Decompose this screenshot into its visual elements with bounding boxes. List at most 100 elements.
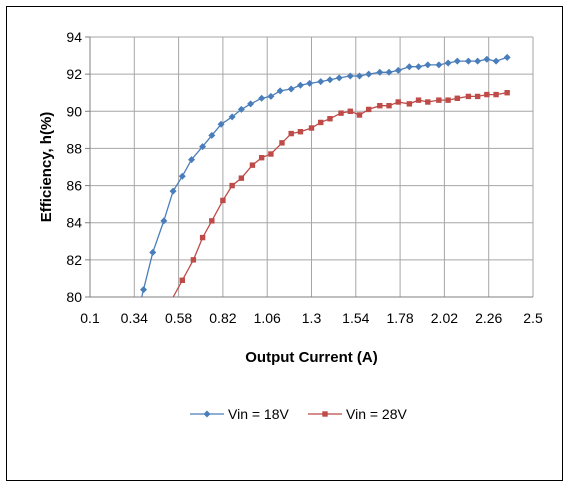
y-tick-label: 92 <box>66 66 82 82</box>
axes <box>85 36 533 298</box>
legend-label: Vin = 18V <box>228 406 290 422</box>
data-point <box>237 105 245 113</box>
x-tick-label: 2.26 <box>475 310 502 326</box>
data-point <box>424 61 432 69</box>
data-point <box>493 91 499 98</box>
data-point <box>249 162 256 168</box>
data-point <box>394 66 402 74</box>
y-tick-label: 94 <box>66 29 82 45</box>
x-tick-label: 0.82 <box>209 310 236 326</box>
data-point <box>296 81 304 89</box>
y-tick-label: 86 <box>66 178 82 194</box>
data-point <box>229 182 235 189</box>
data-point <box>436 97 442 103</box>
data-point <box>338 110 344 116</box>
data-point <box>454 95 461 101</box>
y-tick-label: 90 <box>66 103 82 119</box>
y-tick-label: 82 <box>66 252 82 268</box>
data-point <box>484 91 490 98</box>
x-tick-label: 0.34 <box>121 310 148 326</box>
legend-label: Vin = 28V <box>346 406 408 422</box>
x-tick-label: 1.06 <box>254 310 281 326</box>
grid <box>90 36 534 297</box>
data-point <box>327 116 333 122</box>
data-point <box>258 155 265 161</box>
data-point <box>366 106 372 113</box>
data-point <box>445 97 451 103</box>
data-point <box>169 187 177 195</box>
data-point <box>228 113 236 121</box>
data-point <box>160 217 168 225</box>
data-point <box>217 120 225 128</box>
x-tick-label: 1.78 <box>386 310 413 326</box>
legend-swatch-marker <box>322 411 328 417</box>
data-point <box>149 248 157 256</box>
data-point <box>308 125 315 131</box>
data-point <box>297 129 304 135</box>
x-tick-label: 0.58 <box>165 310 192 326</box>
data-point <box>318 119 324 126</box>
data-point <box>306 79 314 87</box>
data-point <box>355 72 363 80</box>
data-point <box>179 277 185 283</box>
data-point <box>190 257 197 263</box>
data-point <box>267 92 275 100</box>
data-point <box>209 218 215 224</box>
series-1 <box>140 53 511 298</box>
y-tick-label: 80 <box>66 289 82 305</box>
data-point <box>238 175 245 181</box>
data-point <box>268 151 274 157</box>
data-point <box>288 130 294 137</box>
legend: Vin = 18V Vin = 28V <box>190 406 408 422</box>
x-tick-label: 0.1 <box>80 310 100 326</box>
data-point <box>220 197 226 204</box>
y-tick-label: 84 <box>66 215 82 231</box>
data-point <box>444 59 452 67</box>
data-point <box>386 103 392 109</box>
data-point <box>188 156 196 164</box>
data-point <box>503 53 511 61</box>
x-tick-label: 1.54 <box>342 310 369 326</box>
data-point <box>483 55 491 63</box>
data-point <box>415 97 422 103</box>
y-axis-title: Efficiency, h(%) <box>38 112 55 223</box>
x-tick-label: 2.5 <box>523 310 543 326</box>
data-point <box>199 143 207 151</box>
data-point <box>385 68 393 76</box>
series-line <box>141 56 508 298</box>
data-point <box>199 234 206 241</box>
data-point <box>376 68 384 76</box>
data-point <box>365 70 373 78</box>
data-point <box>377 103 383 109</box>
data-point <box>356 112 363 118</box>
data-point <box>346 72 354 80</box>
data-point <box>287 85 295 93</box>
data-point <box>347 108 353 114</box>
data-point <box>317 78 325 86</box>
chart-frame <box>6 6 563 481</box>
data-point <box>415 63 423 71</box>
data-point <box>208 131 216 139</box>
legend-item-2: Vin = 28V <box>308 406 408 422</box>
series-2 <box>172 90 510 298</box>
data-point <box>178 172 186 180</box>
x-tick-label: 1.3 <box>302 310 322 326</box>
y-tick-label: 88 <box>66 140 82 156</box>
data-point <box>279 140 285 146</box>
data-point <box>464 57 472 65</box>
data-point <box>474 57 482 65</box>
data-point <box>247 100 255 108</box>
data-point <box>258 94 266 102</box>
data-point <box>335 74 343 82</box>
data-point <box>326 76 334 84</box>
data-point <box>405 63 413 71</box>
data-point <box>474 93 481 100</box>
data-point <box>435 61 443 69</box>
data-point <box>492 57 500 65</box>
legend-swatch-marker <box>203 410 211 418</box>
data-point <box>276 87 284 95</box>
data-point <box>453 57 461 65</box>
x-tick-label: 2.02 <box>431 310 458 326</box>
data-point <box>504 90 510 96</box>
